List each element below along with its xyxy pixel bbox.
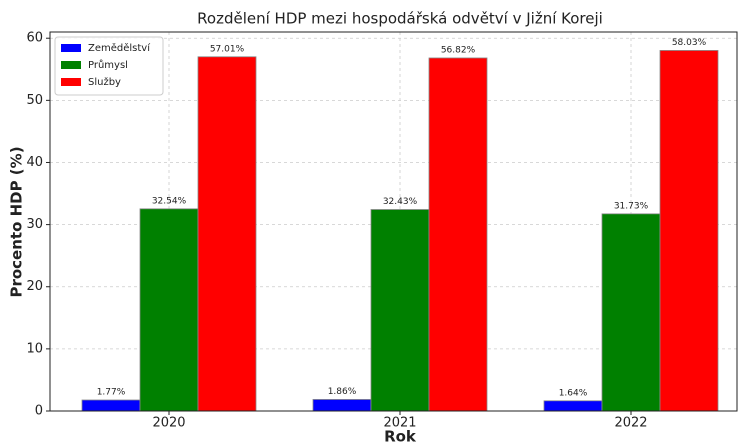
y-tick-label: 60 <box>26 31 43 46</box>
y-tick-label: 10 <box>26 341 43 356</box>
bar <box>601 213 661 412</box>
x-axis-label: Rok <box>384 428 417 445</box>
value-label: 1.86% <box>328 387 357 397</box>
legend-swatch <box>61 78 81 86</box>
plot-frame <box>49 31 738 412</box>
x-tick-label: 2020 <box>152 416 185 431</box>
bar <box>312 399 372 412</box>
value-label: 32.43% <box>383 197 418 207</box>
x-tick-label: 2022 <box>614 416 647 431</box>
value-label: 57.01% <box>210 44 245 54</box>
y-tick-label: 50 <box>26 93 43 108</box>
y-tick-label: 20 <box>26 279 43 294</box>
bar <box>81 399 141 412</box>
bar <box>197 56 257 412</box>
legend-label: Služby <box>88 76 121 88</box>
legend-label: Průmysl <box>88 59 128 71</box>
legend-swatch <box>61 61 81 69</box>
bar <box>139 208 199 412</box>
legend: Zemědělství Průmysl Služby <box>54 36 164 96</box>
y-tick-label: 40 <box>26 155 43 170</box>
bar <box>543 400 603 412</box>
bar <box>659 50 719 412</box>
x-tick-label: 2021 <box>383 416 416 431</box>
y-axis-label: Procento HDP (%) <box>8 146 26 297</box>
value-label: 1.64% <box>559 388 588 398</box>
legend-swatch <box>61 44 81 52</box>
y-tick-label: 0 <box>35 404 43 419</box>
bar <box>370 209 430 412</box>
value-label: 58.03% <box>672 38 707 48</box>
bar <box>428 57 488 412</box>
value-label: 56.82% <box>441 45 476 55</box>
value-label: 32.54% <box>152 196 187 206</box>
value-label: 31.73% <box>614 201 649 211</box>
y-tick-label: 30 <box>26 217 43 232</box>
value-label: 1.77% <box>97 388 126 398</box>
chart-title: Rozdělení HDP mezi hospodářská odvětví v… <box>197 10 603 28</box>
legend-label: Zemědělství <box>88 42 151 54</box>
legend-box <box>54 36 164 96</box>
